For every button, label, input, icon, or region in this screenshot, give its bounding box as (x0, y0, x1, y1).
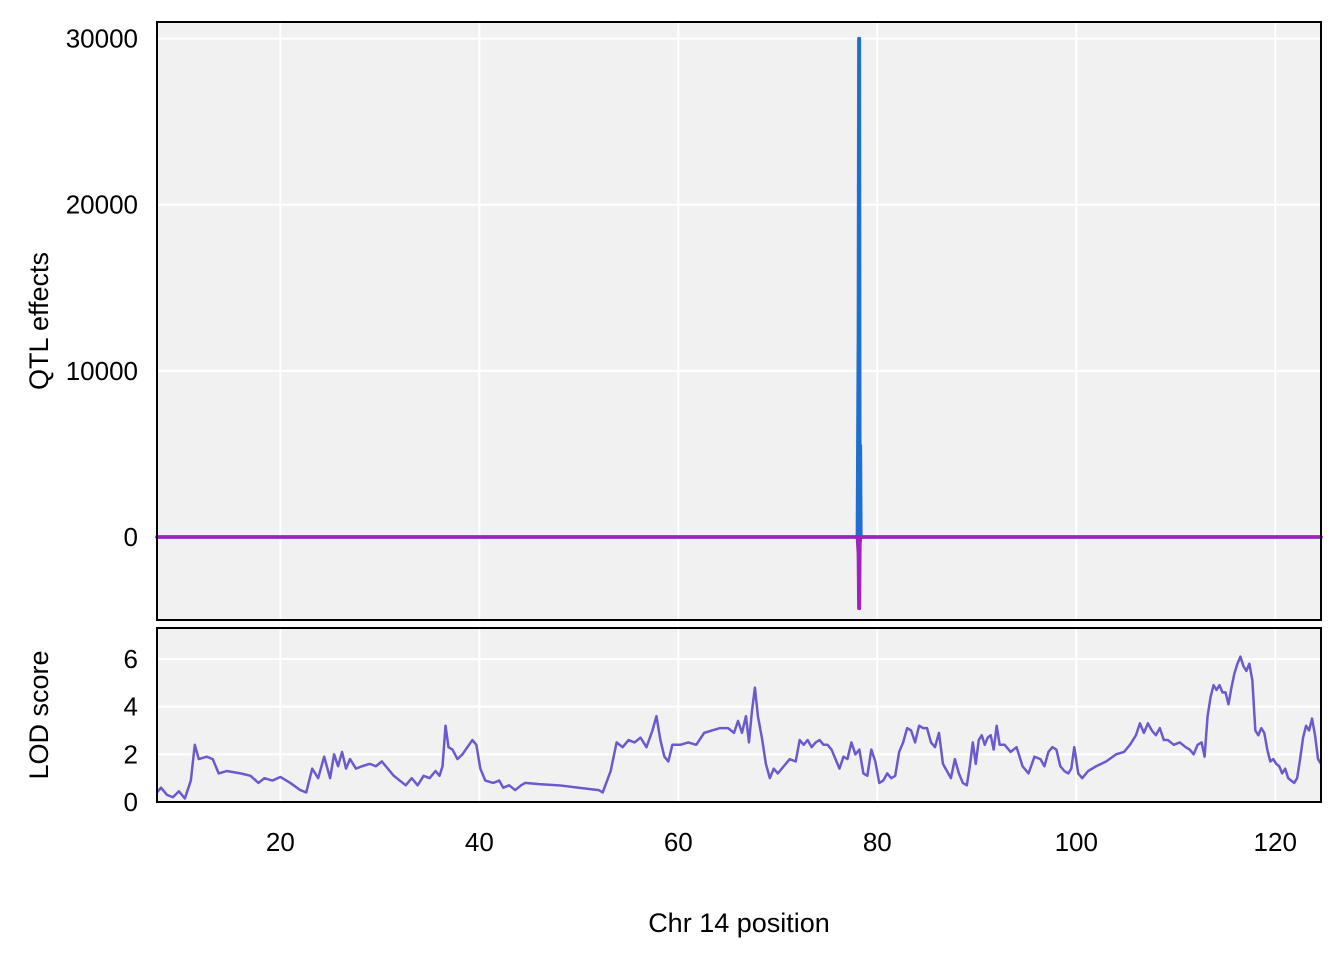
bottom-y-axis-title: LOD score (24, 650, 54, 779)
x-axis-title: Chr 14 position (648, 908, 830, 938)
x-tick-label: 100 (1055, 827, 1098, 857)
bottom-panel-frame (156, 627, 1322, 803)
bottom-series-group (156, 655, 1323, 800)
top-y-tick-label: 0 (124, 522, 138, 552)
top-panel-background (157, 22, 1321, 620)
qtl-effect-series-line (155, 535, 1323, 611)
bottom-y-tick-labels: 0 2 4 6 (124, 644, 138, 817)
lod-score-series-line (156, 655, 1323, 800)
bottom-y-tick-label: 6 (124, 644, 138, 674)
bottom-y-tick-label: 0 (124, 787, 138, 817)
x-tick-label: 20 (266, 827, 295, 857)
bottom-y-tick-label: 4 (124, 692, 138, 722)
x-tick-labels: 20 40 60 80 100 120 (266, 827, 1297, 857)
top-y-axis-title: QTL effects (24, 252, 54, 390)
top-y-tick-label: 20000 (66, 190, 138, 220)
x-tick-label: 80 (863, 827, 892, 857)
x-tick-label: 40 (465, 827, 494, 857)
x-tick-label: 120 (1254, 827, 1297, 857)
top-y-tick-labels: 0 10000 20000 30000 (66, 24, 138, 552)
bottom-panel-background (157, 628, 1321, 802)
x-tick-label: 60 (664, 827, 693, 857)
top-y-tick-label: 10000 (66, 356, 138, 386)
qtl-effect-series-line (155, 36, 1323, 539)
top-panel-frame (156, 21, 1322, 621)
top-y-tick-label: 30000 (66, 24, 138, 54)
top-series-group (155, 36, 1323, 611)
bottom-y-tick-label: 2 (124, 739, 138, 769)
